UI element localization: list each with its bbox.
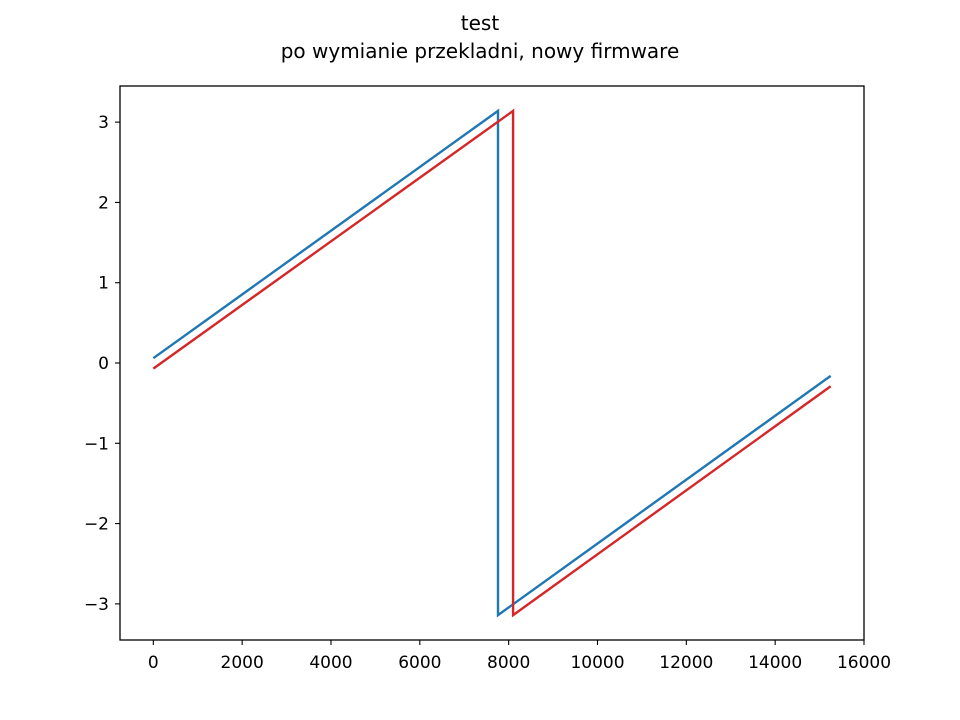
x-tick-label: 0 bbox=[148, 653, 159, 673]
y-tick-label: −3 bbox=[84, 595, 109, 615]
chart-title: test bbox=[460, 11, 500, 35]
series-line-2 bbox=[152, 108, 832, 618]
y-tick-label: −2 bbox=[84, 515, 109, 535]
x-tick-label: 4000 bbox=[309, 653, 352, 673]
x-tick-label: 14000 bbox=[748, 653, 802, 673]
axes-layer: 0 2000 4000 6000 8000 10000 12000 14000 16000 −3 −… bbox=[84, 85, 891, 673]
x-tick-label: 2000 bbox=[221, 653, 264, 673]
series-line-1 bbox=[152, 108, 832, 618]
y-tick-label: −1 bbox=[84, 434, 109, 454]
x-tick-label: 8000 bbox=[487, 653, 530, 673]
series-layer bbox=[152, 108, 832, 618]
y-tick-label: 1 bbox=[98, 274, 109, 294]
plot-frame bbox=[119, 85, 865, 641]
chart-subtitle: po wymianie przekladni, nowy firmware bbox=[280, 39, 680, 63]
x-tick-label: 6000 bbox=[398, 653, 441, 673]
x-tick-label: 12000 bbox=[659, 653, 713, 673]
y-tick-label: 2 bbox=[98, 193, 109, 213]
x-tick-label: 10000 bbox=[570, 653, 624, 673]
y-tick-label: 3 bbox=[98, 113, 109, 133]
x-tick-label: 16000 bbox=[837, 653, 891, 673]
y-tick-label: 0 bbox=[98, 354, 109, 374]
